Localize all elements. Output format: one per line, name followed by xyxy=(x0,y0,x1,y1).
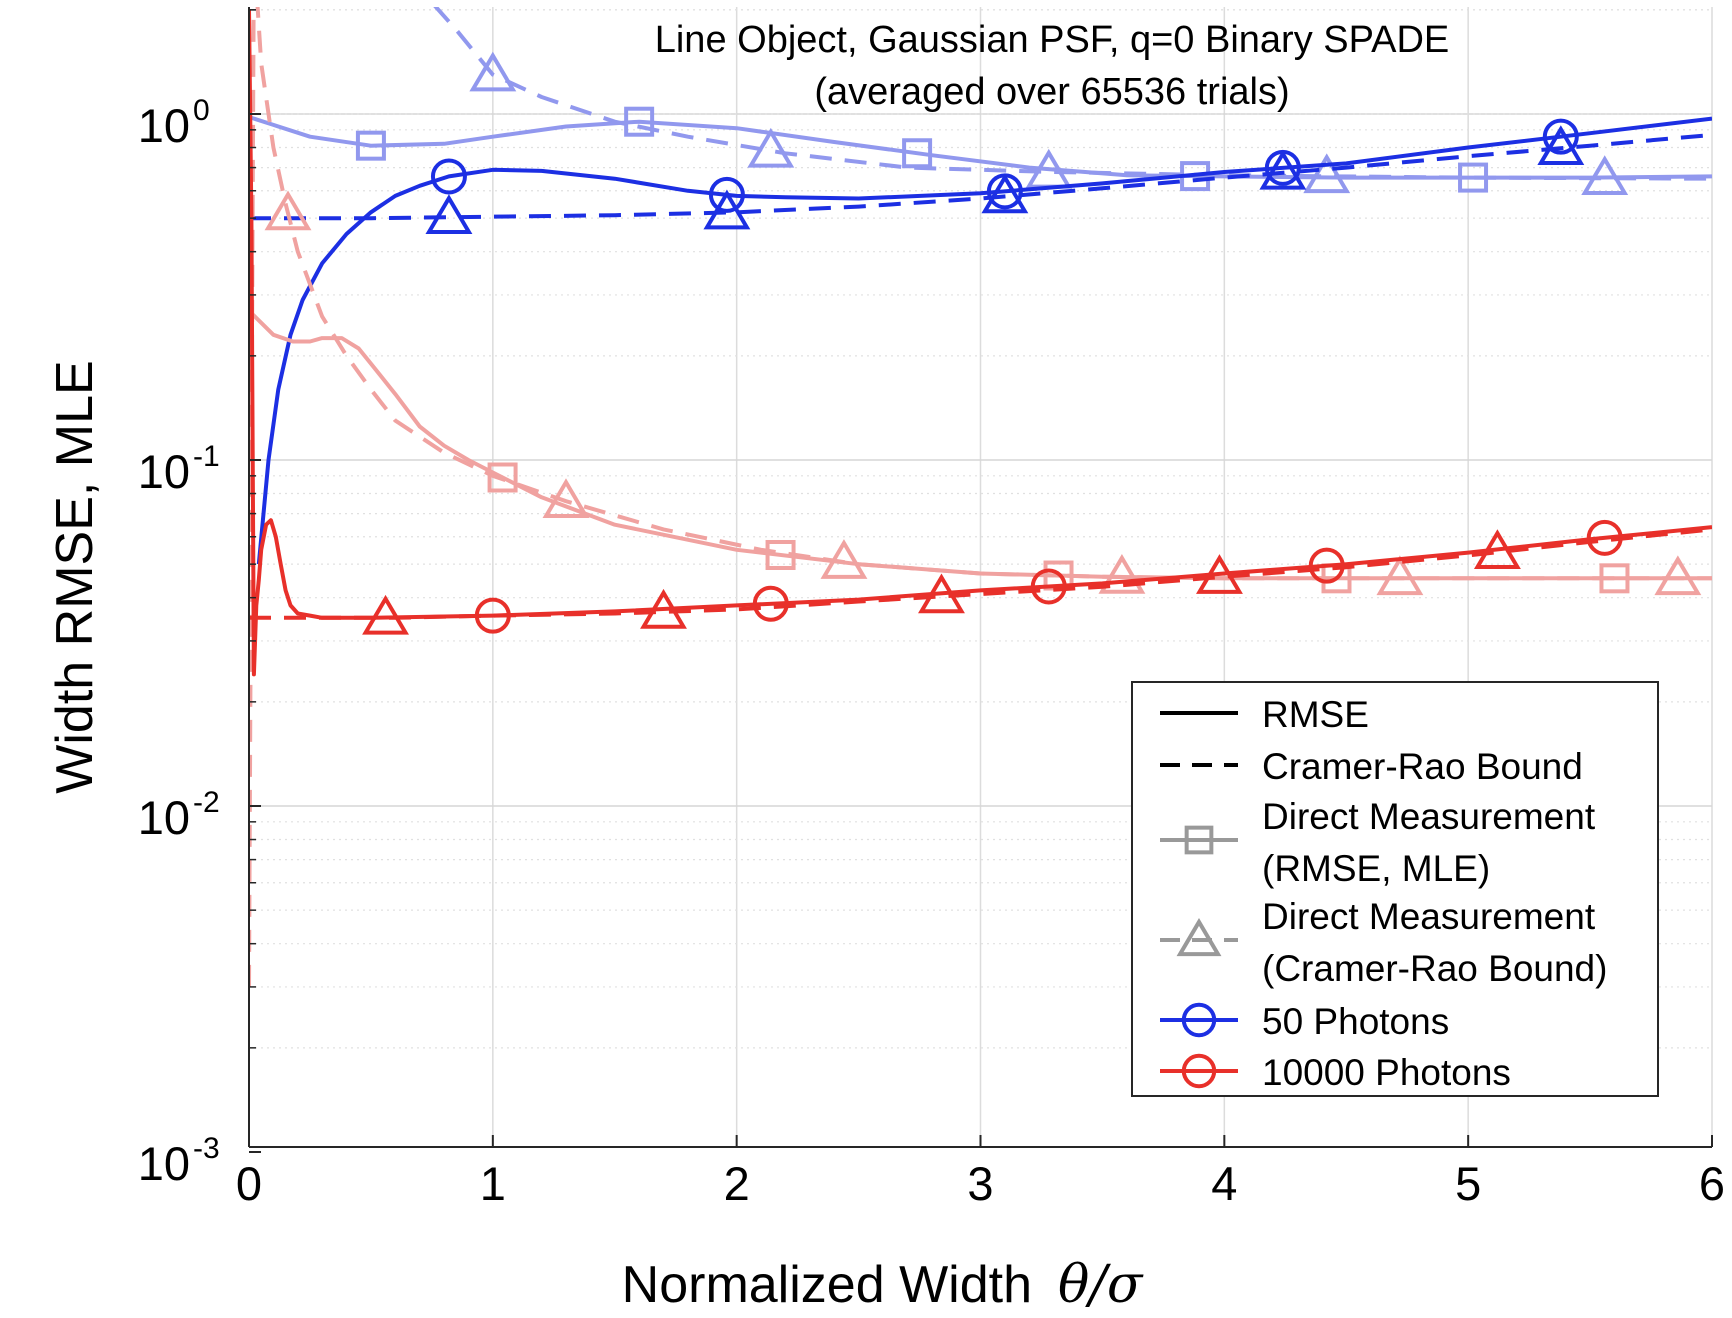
series-3-marker-3 xyxy=(1264,149,1301,186)
series-4-marker-5 xyxy=(1654,555,1702,596)
series-2-marker-2 xyxy=(981,173,1029,214)
legend-label-3: Direct Measurement xyxy=(1262,896,1596,937)
series-3-marker-1 xyxy=(708,176,745,213)
series-7-marker-0 xyxy=(474,597,511,634)
series-5-marker-4 xyxy=(1599,563,1630,594)
x-tick-label: 5 xyxy=(1455,1157,1481,1210)
series-2-marker-4 xyxy=(1537,125,1585,166)
series-1-marker-2 xyxy=(902,138,933,169)
legend-label-4: 50 Photons xyxy=(1262,1001,1449,1042)
x-axis-label-math: θ/σ xyxy=(1058,1255,1144,1315)
series-4-marker-4 xyxy=(1376,555,1424,596)
series-1-marker-4 xyxy=(1458,162,1489,193)
x-tick-label: 3 xyxy=(967,1157,993,1210)
x-tick-label: 2 xyxy=(724,1157,750,1210)
y-tick-label: 10 xyxy=(138,445,190,498)
series-4-marker-1 xyxy=(542,478,590,519)
series-3-marker-4 xyxy=(1542,118,1579,155)
y-tick-exponent: -2 xyxy=(193,786,220,819)
chart-title: Line Object, Gaussian PSF, q=0 Binary SP… xyxy=(655,19,1450,61)
legend-box xyxy=(1131,681,1659,1097)
chart-subtitle: (averaged over 65536 trials) xyxy=(814,71,1289,113)
legend-label-2: Direct Measurement xyxy=(1262,796,1596,837)
x-tick-label: 6 xyxy=(1699,1157,1725,1210)
legend-marker-5 xyxy=(1181,1053,1217,1089)
series-2-marker-0 xyxy=(425,194,473,235)
series-7-marker-3 xyxy=(1308,547,1345,584)
series-1-marker-1 xyxy=(624,106,655,137)
series-2-marker-1 xyxy=(703,189,751,230)
series-7-marker-4 xyxy=(1586,519,1623,556)
series-7-marker-2 xyxy=(1030,568,1067,605)
series-2-marker-3 xyxy=(1259,149,1307,190)
series-0-marker-4 xyxy=(1303,153,1351,194)
legend-label-1: Cramer-Rao Bound xyxy=(1262,746,1583,787)
y-tick-label: 10 xyxy=(138,791,190,844)
y-tick-exponent: -1 xyxy=(193,440,220,473)
series-3-marker-2 xyxy=(986,173,1023,210)
series-line-3 xyxy=(256,116,1712,565)
series-0-marker-1 xyxy=(469,51,517,92)
legend-label-3-line2: (Cramer-Rao Bound) xyxy=(1262,948,1607,989)
x-tick-label: 1 xyxy=(480,1157,506,1210)
legend-label-2-line2: (RMSE, MLE) xyxy=(1262,848,1490,889)
y-tick-exponent: 0 xyxy=(193,94,210,127)
series-line-1 xyxy=(249,115,1712,180)
series-3-marker-0 xyxy=(430,158,467,195)
series-5-marker-0 xyxy=(487,462,518,493)
series-line-5 xyxy=(249,309,1712,581)
series-0-marker-2 xyxy=(747,127,795,168)
series-line-7 xyxy=(249,9,1712,677)
y-tick-label: 10 xyxy=(138,1137,190,1190)
legend-marker-3 xyxy=(1176,918,1222,957)
series-1-marker-0 xyxy=(355,130,386,161)
x-axis-label-text: Normalized Width xyxy=(622,1256,1032,1314)
legend-marker-4 xyxy=(1181,1002,1217,1038)
legend-label-0: RMSE xyxy=(1262,694,1369,735)
series-4-marker-0 xyxy=(264,190,312,231)
x-tick-label: 0 xyxy=(236,1157,262,1210)
series-5-marker-1 xyxy=(765,539,796,570)
legend-marker-2 xyxy=(1184,825,1214,855)
legend: RMSE Cramer-Rao Bound Direct Measurement (R… xyxy=(1131,681,1659,1097)
series-line-0 xyxy=(433,7,1712,181)
legend-label-5: 10000 Photons xyxy=(1262,1052,1511,1093)
x-axis-label: Normalized Width θ/σ xyxy=(622,1255,1144,1315)
series-group xyxy=(249,7,1712,987)
y-axis-label: Width RMSE, MLE xyxy=(46,360,104,793)
x-tick-label: 4 xyxy=(1211,1157,1237,1210)
series-line-6 xyxy=(249,527,1712,620)
y-tick-label: 10 xyxy=(138,99,190,152)
series-7-marker-1 xyxy=(752,585,789,622)
y-tick-exponent: -3 xyxy=(193,1132,220,1165)
